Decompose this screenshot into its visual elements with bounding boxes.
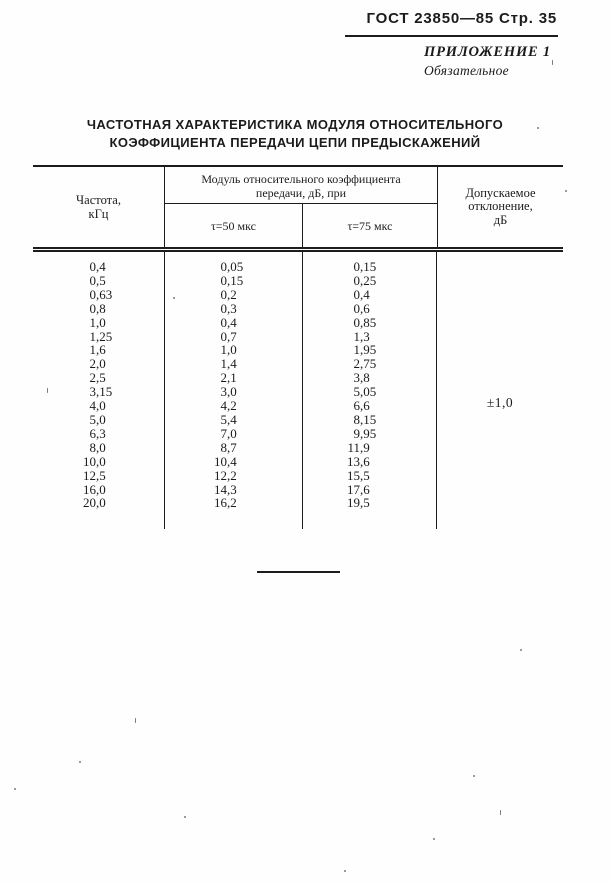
document-title-line1: ЧАСТОТНАЯ ХАРАКТЕРИСТИКА МОДУЛЯ ОТНОСИТЕ… <box>86 117 504 132</box>
table-cell: 3,15 <box>89 384 113 400</box>
table-cell: 5,0 <box>89 411 106 427</box>
deviation-value: ±1,0 <box>486 395 514 410</box>
header-deviation-line1: Допускаемое <box>465 185 536 200</box>
scan-speck <box>173 297 175 299</box>
table-cell: 1,4 <box>220 356 237 372</box>
appendix-title: ПРИЛОЖЕНИЕ 1 <box>424 44 551 60</box>
table-cell: 8,0 <box>89 439 106 455</box>
table-cell: 0,6 <box>353 300 370 316</box>
scan-speck <box>500 810 501 815</box>
column-deviation: ±1,0 <box>437 252 563 529</box>
header-module-line1: Модуль относительного коэффициента <box>201 172 401 186</box>
table-cell: 0,15 <box>353 259 377 274</box>
column-tau50: 0,05 0,15 0,2 0,3 0,4 0,7 1,0 1,4 2,1 3,0 4,2 5,4 7,… <box>165 252 303 529</box>
scan-speck <box>184 816 186 818</box>
scan-speck <box>433 838 435 840</box>
table-cell: 0,85 <box>353 314 377 330</box>
table-header: Частота, кГц Модуль относительного коэфф… <box>33 167 563 252</box>
table-cell: 20,0 <box>83 495 106 511</box>
table-cell: 2,75 <box>353 356 377 372</box>
scan-speck <box>135 718 136 723</box>
header-tau75: τ=75 мкс <box>347 218 393 233</box>
table-cell: 1,0 <box>89 314 106 330</box>
table-cell: 0,8 <box>89 300 106 316</box>
scan-speck <box>520 649 522 651</box>
header-deviation-line2: отклонение, <box>468 199 533 214</box>
table-cell: 12,2 <box>214 467 237 483</box>
table-cell: 0,2 <box>220 286 237 302</box>
table-cell: 5,4 <box>220 411 237 427</box>
table-cell: 10,0 <box>83 453 106 469</box>
table-cell: 0,25 <box>353 272 377 288</box>
table-cell: 2,0 <box>89 356 106 372</box>
table-cell: 1,25 <box>89 328 113 344</box>
appendix-subtitle: Обязательное <box>424 63 509 78</box>
table-cell: 8,7 <box>220 439 237 455</box>
table-cell: 0,4 <box>220 314 237 330</box>
scan-speck <box>14 788 16 790</box>
scan-speck <box>565 190 567 192</box>
table-cell: 15,5 <box>347 467 370 483</box>
table-cell: 1,0 <box>220 342 237 358</box>
scan-speck <box>79 761 81 763</box>
table-cell: 13,6 <box>347 453 370 469</box>
page-header-gost-label: ГОСТ 23850—85 Стр. 35 <box>366 10 557 27</box>
table-cell: 2,1 <box>220 370 237 386</box>
table-cell: 5,05 <box>353 384 377 400</box>
table-cell: 0,7 <box>220 328 237 344</box>
scan-speck <box>552 60 553 65</box>
column-tau75: 0,15 0,25 0,4 0,6 0,85 1,3 1,95 2,75 3,8 5,05 6,6 8… <box>303 252 437 529</box>
appendix-block: ПРИЛОЖЕНИЕ 1 Обязательное <box>424 44 551 79</box>
table-cell: 1,3 <box>353 328 370 344</box>
page-header-underline <box>345 35 558 37</box>
table-cell: 12,5 <box>83 467 106 483</box>
table-cell: 7,0 <box>220 425 237 441</box>
table-cell: 9,95 <box>353 425 377 441</box>
header-deviation-line3: дБ <box>493 212 508 227</box>
column-frequency: 0,4 0,5 0,63 0,8 1,0 1,25 1,6 2,0 2,5 3,15 4,0 5,0 6… <box>33 252 165 529</box>
header-frequency-line2: кГц <box>88 207 109 221</box>
table-cell: 14,3 <box>214 481 237 497</box>
header-frequency-line1: Частота, <box>76 193 121 207</box>
table-cell: 0,05 <box>220 259 244 274</box>
table-cell: 4,0 <box>89 398 106 414</box>
document-title: ЧАСТОТНАЯ ХАРАКТЕРИСТИКА МОДУЛЯ ОТНОСИТЕ… <box>30 116 560 152</box>
end-of-table-rule <box>257 571 340 573</box>
table-cell: 3,0 <box>220 384 237 400</box>
header-module-line2: передачи, дБ, при <box>255 186 347 200</box>
table-cell: 19,5 <box>347 495 370 511</box>
table-cell: 3,8 <box>353 370 370 386</box>
table-cell: 0,4 <box>353 286 370 302</box>
table-cell: 11,9 <box>347 439 370 455</box>
table-cell: 6,3 <box>89 425 106 441</box>
table-cell: 6,6 <box>353 398 370 414</box>
header-module: Модуль относительного коэффициента перед… <box>165 167 437 204</box>
header-tau50: τ=50 мкс <box>165 204 303 247</box>
table-cell: 1,6 <box>89 342 106 358</box>
table-cell: 16,2 <box>214 495 237 511</box>
table-cell: 0,15 <box>220 272 244 288</box>
scan-speck <box>537 127 539 129</box>
table-cell: 0,63 <box>89 286 113 302</box>
table-cell: 16,0 <box>83 481 106 497</box>
table-cell: 0,4 <box>89 259 106 274</box>
document-title-line2: КОЭФФИЦИЕНТА ПЕРЕДАЧИ ЦЕПИ ПРЕДЫСКАЖЕНИЙ <box>109 135 481 150</box>
table-cell: 10,4 <box>214 453 237 469</box>
table-cell: 1,95 <box>353 342 377 358</box>
table-cell: 4,2 <box>220 398 237 414</box>
scan-speck <box>473 775 475 777</box>
table-cell: 17,6 <box>347 481 370 497</box>
table-cell: 2,5 <box>89 370 106 386</box>
scan-speck <box>47 388 48 393</box>
scan-speck <box>344 870 346 872</box>
table-cell: 0,3 <box>220 300 237 316</box>
table-cell: 0,5 <box>89 272 106 288</box>
frequency-response-table: Частота, кГц Модуль относительного коэфф… <box>33 165 563 529</box>
table-cell: 8,15 <box>353 411 377 427</box>
header-deviation: Допускаемое отклонение, дБ <box>437 167 563 247</box>
header-frequency: Частота, кГц <box>33 167 165 247</box>
table-body: 0,4 0,5 0,63 0,8 1,0 1,25 1,6 2,0 2,5 3,15 4,0 5,0 6… <box>33 252 563 529</box>
